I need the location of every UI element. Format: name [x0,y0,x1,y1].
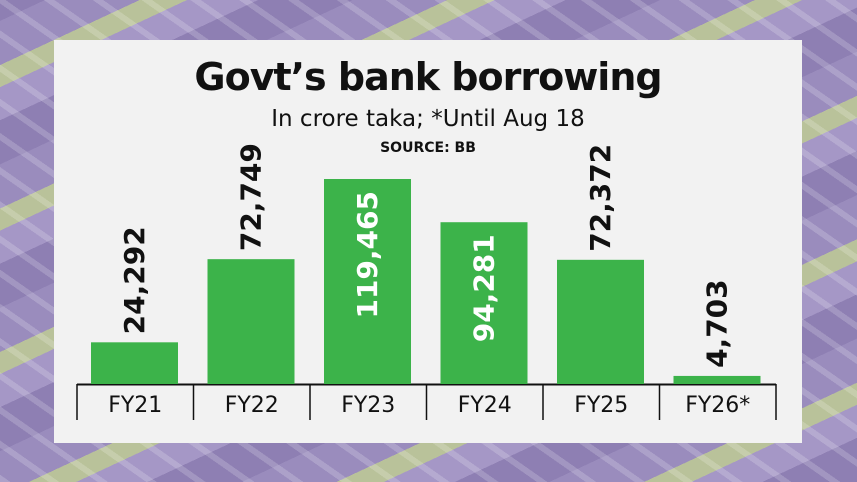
data-label: 4,703 [701,279,734,368]
source-value: BB [454,140,476,156]
source-label: SOURCE: [380,140,450,156]
bar-chart: FY21 24,292 FY22 72,749 FY23 119,465 FY24 94,28… [76,143,777,420]
chart-title: Govt’s bank borrowing [194,55,662,99]
bar-fy25 [557,259,644,384]
bar-fy22 [207,259,295,384]
tick-label: FY24 [458,393,512,418]
tick-label: FY22 [225,393,279,418]
bar-fy21 [91,342,178,384]
data-label: 72,372 [584,144,617,252]
data-label: 72,749 [235,143,268,251]
tick-label: FY25 [574,393,628,418]
data-label: 119,465 [351,191,384,319]
chart-source: SOURCE: BB [54,140,802,156]
tick-label: FY21 [108,393,162,418]
tick-label: FY23 [341,393,395,418]
chart-subtitle: In crore taka; *Until Aug 18 [271,106,585,132]
data-label: 94,281 [468,234,501,342]
bar-fy26 [673,375,761,384]
chart-panel: Govt’s bank borrowing In crore taka; *Un… [54,40,802,443]
bar-fy23 [324,179,411,384]
tick-label: FY26* [685,393,750,418]
data-label: 24,292 [118,226,151,334]
bar-fy24 [440,222,528,384]
